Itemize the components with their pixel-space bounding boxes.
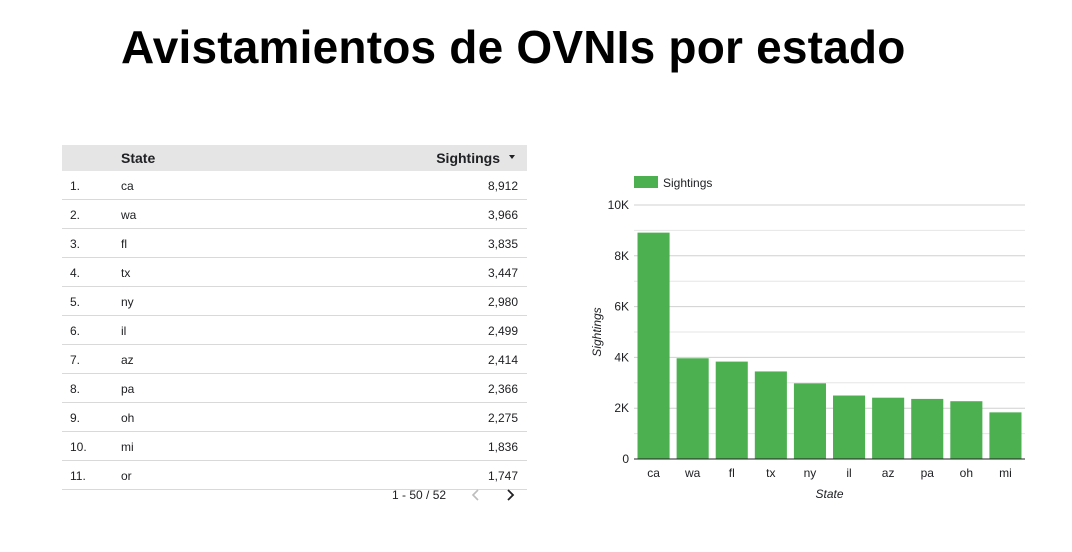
x-axis-title: State: [815, 487, 843, 501]
row-index: 5.: [70, 295, 81, 309]
y-tick-label: 6K: [614, 300, 629, 314]
table-body: 1. ca 8,912 2. wa 3,966 3. fl 3,835 4. tx 3,447 5. ny…: [62, 171, 527, 490]
bar-wa[interactable]: [676, 358, 709, 459]
row-sightings: 1,747: [487, 469, 518, 483]
row-state: oh: [121, 411, 135, 425]
chevron-right-icon: [507, 489, 515, 501]
bar-oh[interactable]: [950, 401, 983, 459]
row-index: 11.: [70, 469, 86, 483]
row-index: 4.: [70, 266, 81, 280]
y-tick-label: 4K: [614, 350, 629, 364]
row-state: az: [121, 353, 134, 367]
sightings-bar-chart: 0 2K 4K 6K 8K 10K ca wa fl tx ny il az pa oh mi State Sig…: [590, 176, 1025, 501]
column-header-state[interactable]: State: [121, 150, 156, 166]
y-tick-label: 8K: [614, 249, 629, 263]
sightings-table: State Sightings 1. ca 8,912 2. wa 3,966 3. fl 3,…: [62, 145, 527, 490]
x-tick-label: ca: [647, 466, 660, 480]
table-row[interactable]: 4. tx 3,447: [62, 258, 527, 287]
legend-label: Sightings: [663, 176, 712, 190]
previous-page-button[interactable]: [468, 487, 484, 503]
bar-ca[interactable]: [637, 232, 670, 459]
x-tick-label: il: [846, 466, 851, 480]
row-state: ny: [121, 295, 134, 309]
table-header: State Sightings: [62, 145, 527, 171]
page-title: Avistamientos de OVNIs por estado: [121, 21, 906, 73]
row-sightings: 2,275: [487, 411, 518, 425]
row-sightings: 3,966: [487, 208, 518, 222]
bar-mi[interactable]: [989, 412, 1022, 459]
table-row[interactable]: 11. or 1,747: [62, 461, 527, 490]
row-sightings: 2,980: [487, 295, 518, 309]
x-tick-label: mi: [999, 466, 1012, 480]
row-sightings: 3,447: [487, 266, 518, 280]
x-tick-label: wa: [684, 466, 701, 480]
row-state: pa: [121, 382, 135, 396]
table-row[interactable]: 2. wa 3,966: [62, 200, 527, 229]
y-tick-label: 2K: [614, 401, 629, 415]
row-index: 1.: [70, 179, 81, 193]
bar-ny[interactable]: [793, 383, 826, 459]
row-state: or: [121, 469, 132, 483]
row-sightings: 3,835: [487, 237, 518, 251]
row-index: 7.: [70, 353, 81, 367]
row-index: 6.: [70, 324, 81, 338]
bar-il[interactable]: [833, 395, 866, 459]
x-tick-label: fl: [729, 466, 735, 480]
row-sightings: 8,912: [487, 179, 518, 193]
table-row[interactable]: 7. az 2,414: [62, 345, 527, 374]
row-index: 2.: [70, 208, 81, 222]
x-tick-label: tx: [766, 466, 775, 480]
table-row[interactable]: 6. il 2,499: [62, 316, 527, 345]
y-axis-title: Sightings: [590, 307, 604, 356]
row-sightings: 2,499: [487, 324, 518, 338]
x-tick-label: pa: [921, 466, 935, 480]
sort-descending-icon[interactable]: [509, 155, 515, 159]
row-state: il: [121, 324, 127, 338]
row-state: mi: [121, 440, 134, 454]
row-sightings: 2,414: [487, 353, 518, 367]
y-tick-label: 10K: [608, 198, 629, 212]
table-row[interactable]: 10. mi 1,836: [62, 432, 527, 461]
row-state: wa: [121, 208, 137, 222]
table-row[interactable]: 9. oh 2,275: [62, 403, 527, 432]
row-index: 8.: [70, 382, 81, 396]
row-sightings: 2,366: [487, 382, 518, 396]
row-index: 3.: [70, 237, 81, 251]
row-sightings: 1,836: [487, 440, 518, 454]
row-state: fl: [121, 237, 127, 251]
bar-pa[interactable]: [911, 398, 944, 459]
table-row[interactable]: 8. pa 2,366: [62, 374, 527, 403]
legend-swatch: [634, 176, 658, 188]
table-row[interactable]: 1. ca 8,912: [62, 171, 527, 200]
bar-fl[interactable]: [715, 361, 748, 459]
table-row[interactable]: 5. ny 2,980: [62, 287, 527, 316]
bar-tx[interactable]: [754, 371, 787, 459]
table-row[interactable]: 3. fl 3,835: [62, 229, 527, 258]
bar-az[interactable]: [872, 397, 905, 459]
chevron-left-icon: [471, 489, 479, 501]
pagination-label: 1 - 50 / 52: [392, 488, 447, 502]
row-index: 9.: [70, 411, 81, 425]
row-index: 10.: [70, 440, 87, 454]
y-tick-label: 0: [622, 452, 629, 466]
row-state: ca: [121, 179, 134, 193]
row-state: tx: [121, 266, 131, 280]
column-header-sightings[interactable]: Sightings: [436, 150, 500, 166]
next-page-button[interactable]: [503, 487, 519, 503]
x-tick-label: oh: [960, 466, 973, 480]
x-tick-label: ny: [804, 466, 817, 480]
x-tick-label: az: [882, 466, 895, 480]
